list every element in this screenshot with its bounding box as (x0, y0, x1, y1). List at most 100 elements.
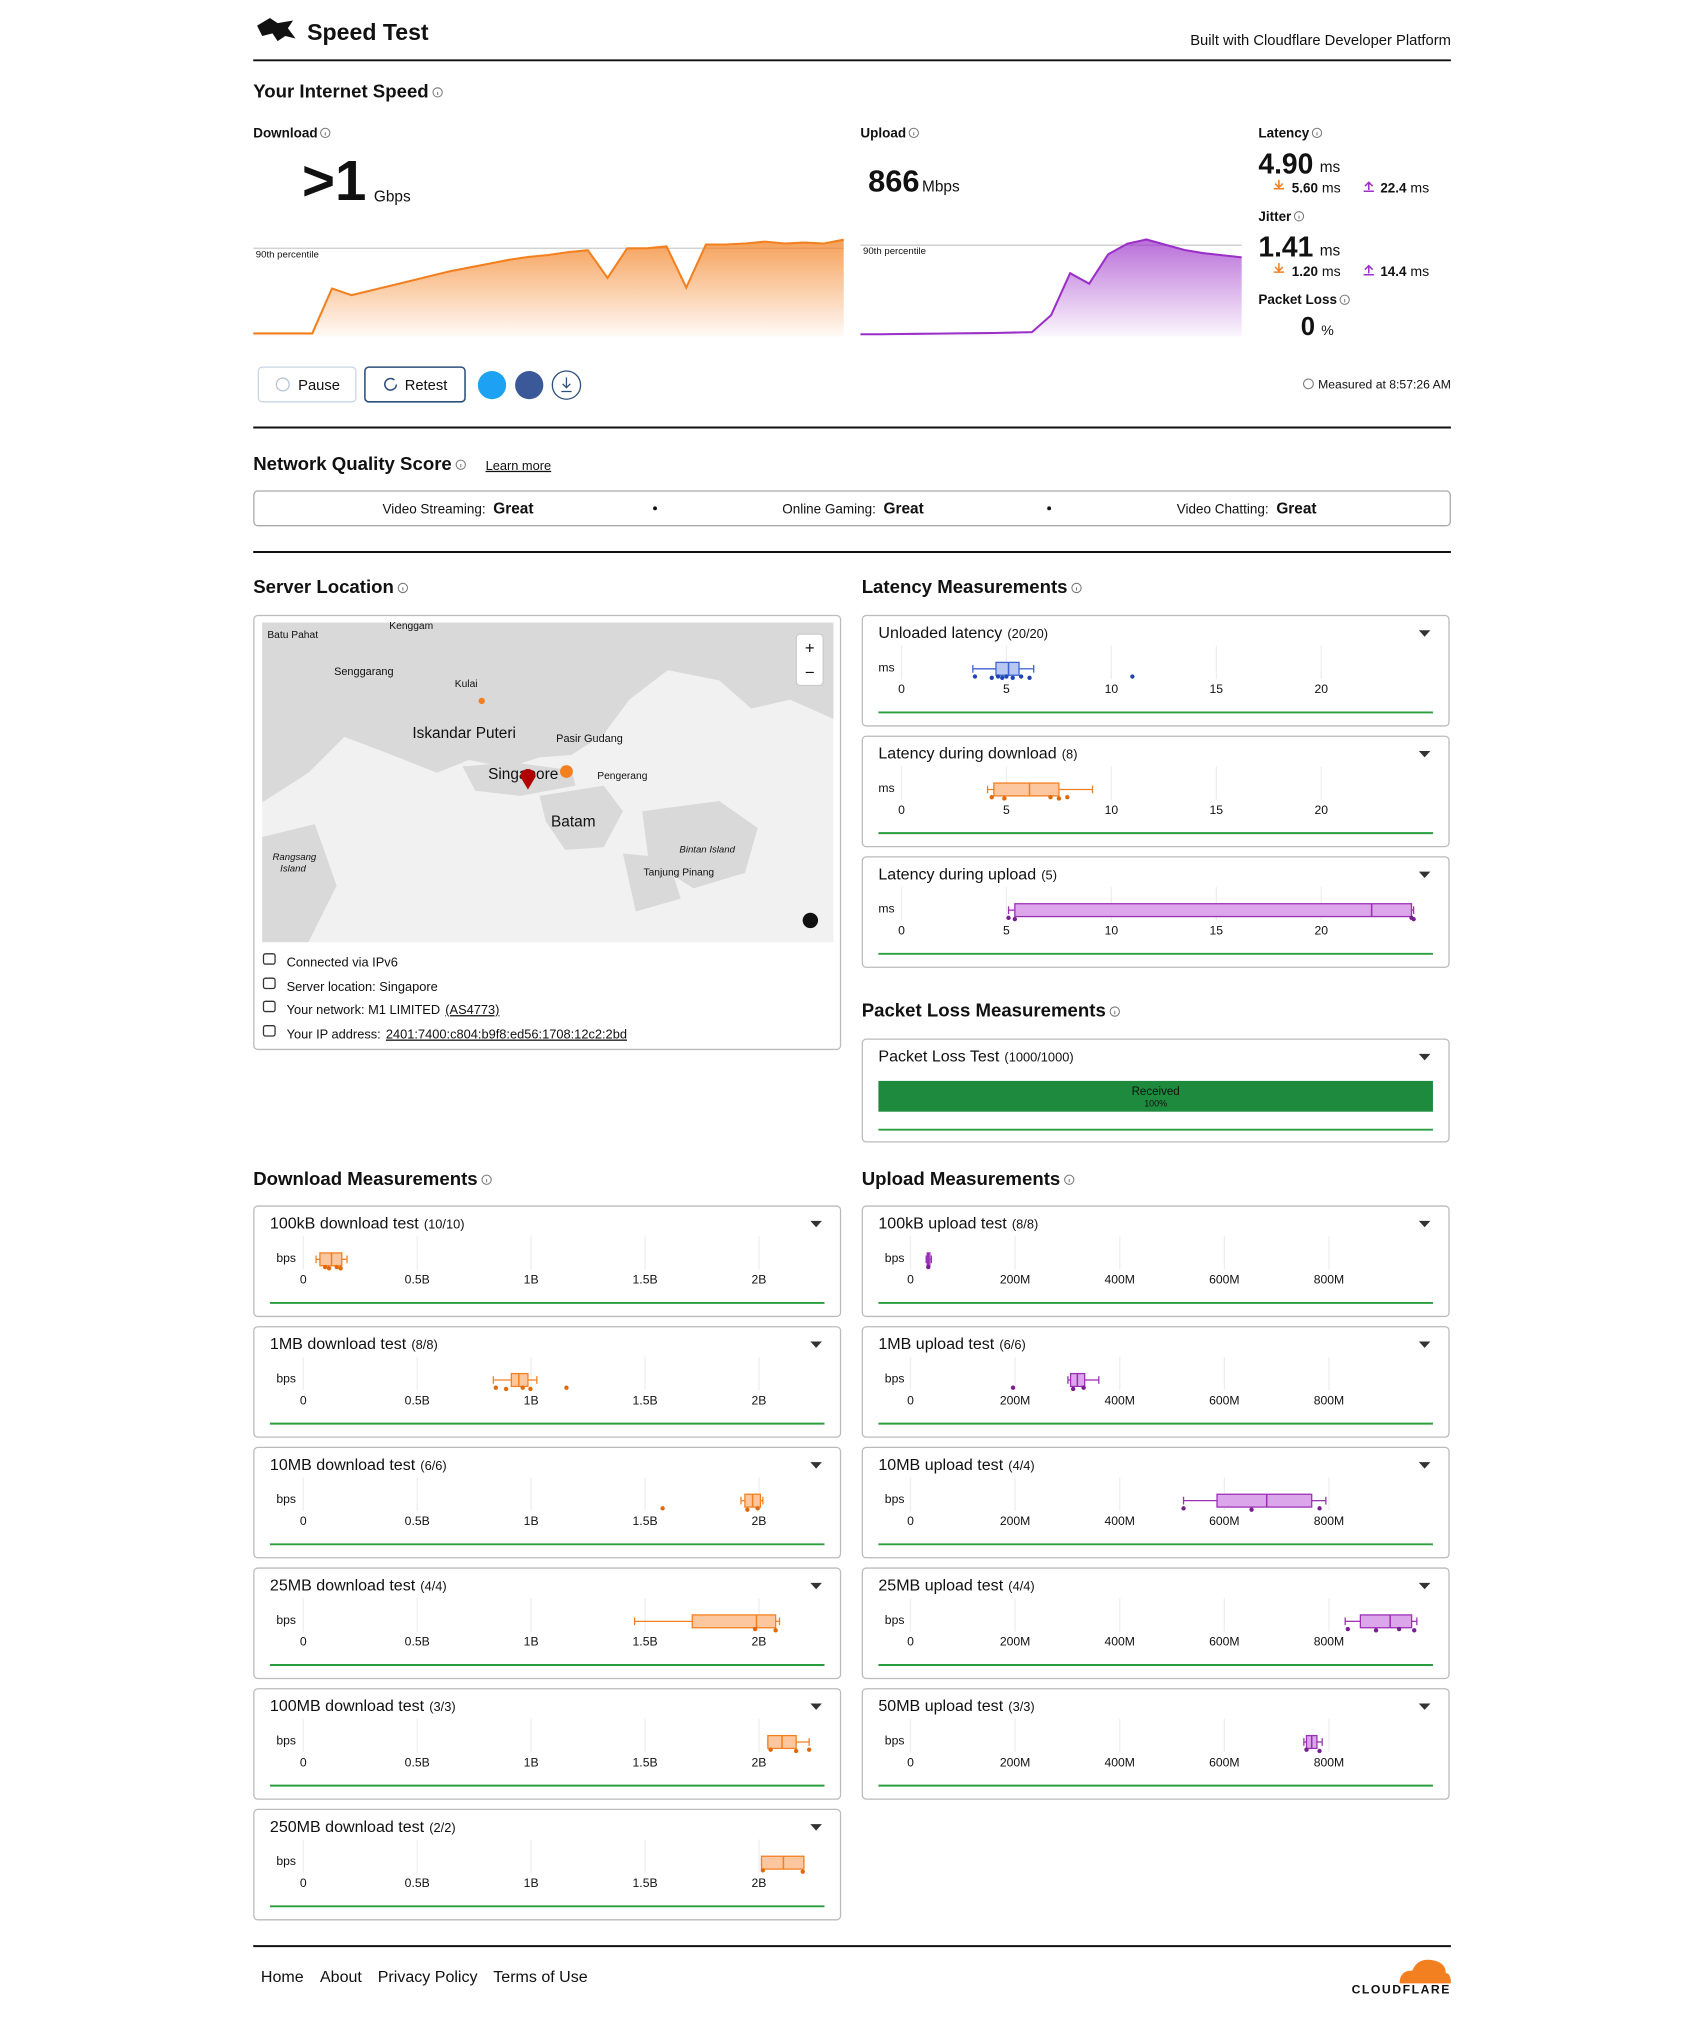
expand-caret[interactable] (1418, 1341, 1431, 1348)
test-count: (3/3) (1008, 1699, 1034, 1714)
upload-value: 866 (868, 163, 919, 198)
sample-point (926, 1264, 931, 1270)
axis-unit: bps (885, 1492, 905, 1506)
expand-caret[interactable] (1418, 1462, 1431, 1469)
expand-caret[interactable] (810, 1220, 822, 1228)
x-tick-label: 600M (1209, 1514, 1240, 1528)
section-title: Download Measurements (253, 1168, 477, 1189)
box (510, 1372, 529, 1388)
x-tick-label: 0.5B (405, 1876, 430, 1890)
server-info-link[interactable]: 2401:7400:c804:b9f8:ed56:1708:12c2:2bd (386, 1027, 627, 1042)
learn-more-link[interactable]: Learn more (486, 458, 552, 473)
download-value: >1 (302, 149, 366, 212)
sample-point (520, 1385, 525, 1390)
x-tick-label: 5 (1003, 924, 1010, 938)
x-tick-label: 1B (524, 1393, 539, 1407)
expand-caret[interactable] (1418, 1703, 1431, 1710)
sample-point (1018, 674, 1024, 679)
sample-point (334, 1264, 339, 1270)
test-panel (861, 1688, 1450, 1800)
retest-button[interactable] (364, 366, 466, 403)
server-info-link[interactable]: (AS4773) (445, 1002, 499, 1017)
test-count: (3/3) (429, 1699, 455, 1714)
x-tick-label: 400M (1104, 1273, 1135, 1287)
footer-link[interactable]: Home (261, 1968, 304, 1986)
footer-link[interactable]: About (320, 1968, 362, 1986)
x-tick-label: 1B (524, 1635, 539, 1649)
metric-down-unit: ms (1322, 180, 1341, 196)
sample-point (338, 1266, 343, 1271)
x-tick-label: 10 (1105, 924, 1119, 938)
expand-caret[interactable] (1418, 1053, 1431, 1061)
quality-rating: Great (1276, 500, 1316, 517)
map-land (642, 801, 758, 889)
map-label: Rangsang (272, 852, 316, 863)
sample-point (322, 1264, 328, 1270)
x-tick-label: 400M (1104, 1755, 1135, 1769)
x-tick-label: 0 (300, 1635, 307, 1649)
expand-caret[interactable] (1418, 1220, 1431, 1228)
percentile-label: 90th percentile (863, 246, 926, 257)
test-name: 25MB download test (270, 1577, 416, 1595)
x-tick-label: 200M (1000, 1393, 1030, 1407)
test-name: Latency during upload (878, 865, 1036, 883)
facebook-share[interactable] (515, 370, 544, 400)
server-pin (520, 768, 536, 790)
test-count: (8) (1062, 747, 1078, 762)
test-name: 10MB download test (270, 1456, 416, 1474)
x-tick-label: 200M (1000, 1635, 1030, 1649)
pause-button[interactable] (257, 366, 357, 403)
zoom-in[interactable]: + (805, 638, 815, 657)
expand-caret[interactable] (1418, 750, 1431, 758)
sample-point (1130, 674, 1135, 679)
map-label: Senggarang (334, 666, 393, 678)
download-unit: Gbps (374, 189, 411, 206)
map-label: Batam (551, 814, 595, 831)
retest-icon (384, 377, 398, 391)
x-tick-label: 1B (524, 1514, 539, 1528)
quality-box (253, 490, 1451, 527)
test-panel (253, 1205, 842, 1318)
map-marker (478, 697, 485, 705)
expand-caret[interactable] (810, 1703, 822, 1710)
site-title: Speed Test (307, 19, 429, 45)
expand-caret[interactable] (1418, 871, 1431, 879)
test-panel (253, 1567, 842, 1680)
upload-icon (1363, 264, 1374, 276)
test-title: 10MB upload test (4/4) (878, 1456, 1034, 1474)
footer-link[interactable]: Privacy Policy (378, 1968, 478, 1986)
test-panel (861, 1205, 1450, 1318)
footer-link[interactable]: Terms of Use (493, 1968, 588, 1986)
zoom-out[interactable]: − (805, 663, 815, 682)
sample-point (564, 1385, 569, 1390)
metric-down-unit: ms (1322, 263, 1341, 279)
x-tick-label: 20 (1314, 682, 1328, 696)
test-title: 100MB download test (3/3) (270, 1697, 456, 1715)
percentile-label: 90th percentile (256, 249, 319, 260)
sample-point (1181, 1506, 1186, 1511)
info-icon (1311, 127, 1323, 138)
metric-label: Latency (1258, 125, 1309, 140)
quality-rating: Great (884, 500, 924, 517)
info-icon (1293, 211, 1305, 222)
box (691, 1614, 777, 1629)
info-icon (397, 582, 408, 594)
expand-caret[interactable] (810, 1582, 822, 1590)
expand-caret[interactable] (810, 1824, 822, 1831)
expand-caret[interactable] (1418, 630, 1431, 637)
test-count: (4/4) (1008, 1579, 1034, 1594)
test-panel (861, 1446, 1450, 1559)
expand-caret[interactable] (1418, 1582, 1431, 1590)
info-icon (262, 1000, 276, 1013)
twitter-share[interactable] (477, 370, 507, 400)
x-tick-label: 2B (752, 1393, 767, 1407)
expand-caret[interactable] (810, 1462, 822, 1469)
map-attribution[interactable] (802, 912, 819, 929)
sample-point (1373, 1628, 1379, 1633)
axis-unit: bps (276, 1372, 296, 1386)
clock-icon (1303, 378, 1314, 390)
sample-point (1002, 796, 1007, 801)
axis-unit: bps (885, 1734, 905, 1748)
sample-point (1249, 1507, 1254, 1512)
expand-caret[interactable] (810, 1341, 822, 1348)
